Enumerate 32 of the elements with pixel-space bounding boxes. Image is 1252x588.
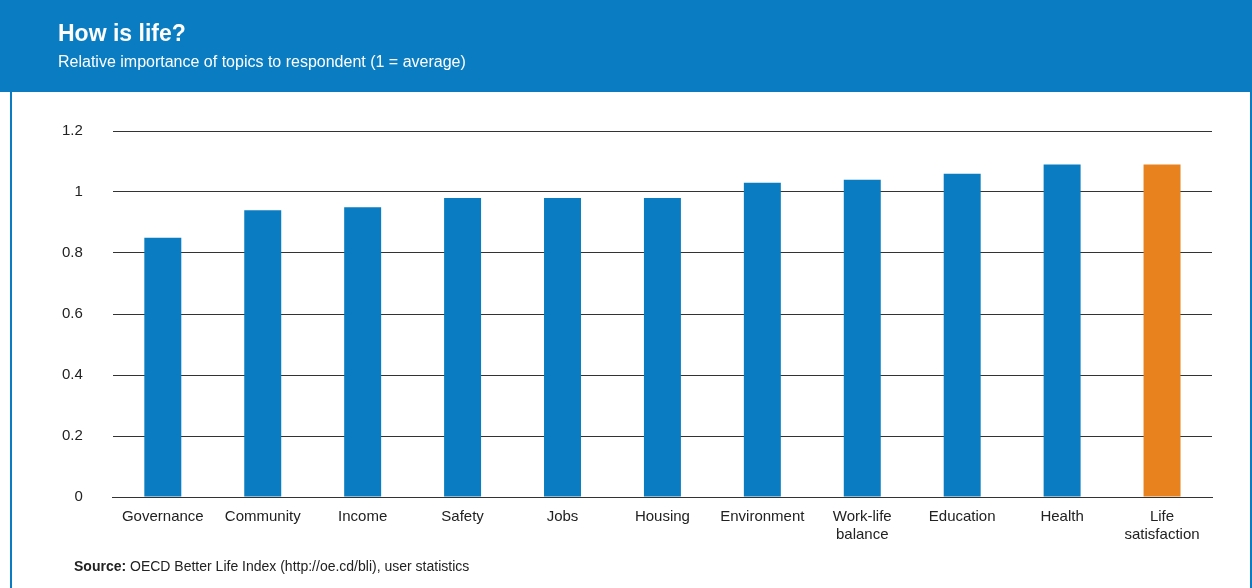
bar bbox=[643, 198, 681, 497]
x-tick-label: Environment bbox=[720, 507, 806, 525]
bar bbox=[843, 179, 881, 497]
y-tick-label: 0.4 bbox=[61, 365, 83, 383]
x-tick-label: Health bbox=[1040, 507, 1084, 525]
x-tick-label: Income bbox=[338, 507, 388, 525]
x-tick-label: Governance bbox=[121, 507, 204, 525]
x-tick-label: Jobs bbox=[546, 507, 579, 525]
bar bbox=[544, 198, 581, 497]
x-tick-label: Life satisfaction bbox=[1124, 507, 1200, 543]
x-tick-label: Education bbox=[928, 507, 996, 525]
x-tick-label: Safety bbox=[441, 507, 485, 525]
bar bbox=[444, 198, 482, 497]
x-tick-label: Community bbox=[224, 507, 302, 525]
bar bbox=[1143, 164, 1181, 497]
x-tick-label: Work-life balance bbox=[832, 507, 892, 543]
bar bbox=[943, 173, 981, 497]
source-note: Source: OECD Better Life Index (http://oe.cd/bli), user statistics bbox=[74, 558, 470, 574]
chart-title: How is life? bbox=[58, 20, 187, 47]
bar bbox=[344, 207, 382, 497]
bar bbox=[1043, 164, 1081, 497]
y-tick-label: 0.8 bbox=[61, 243, 83, 261]
y-tick-label: 1 bbox=[74, 182, 83, 200]
chart-subtitle: Relative importance of topics to respondent (1 = average) bbox=[58, 53, 467, 71]
y-tick-label: 0.6 bbox=[61, 304, 83, 322]
bar bbox=[244, 210, 282, 497]
y-tick-label: 0 bbox=[74, 487, 83, 505]
y-tick-label: 0.2 bbox=[61, 426, 83, 444]
bar bbox=[743, 182, 781, 497]
bar bbox=[144, 237, 182, 497]
x-tick-label: Housing bbox=[634, 507, 690, 525]
y-tick-label: 1.2 bbox=[61, 121, 83, 139]
